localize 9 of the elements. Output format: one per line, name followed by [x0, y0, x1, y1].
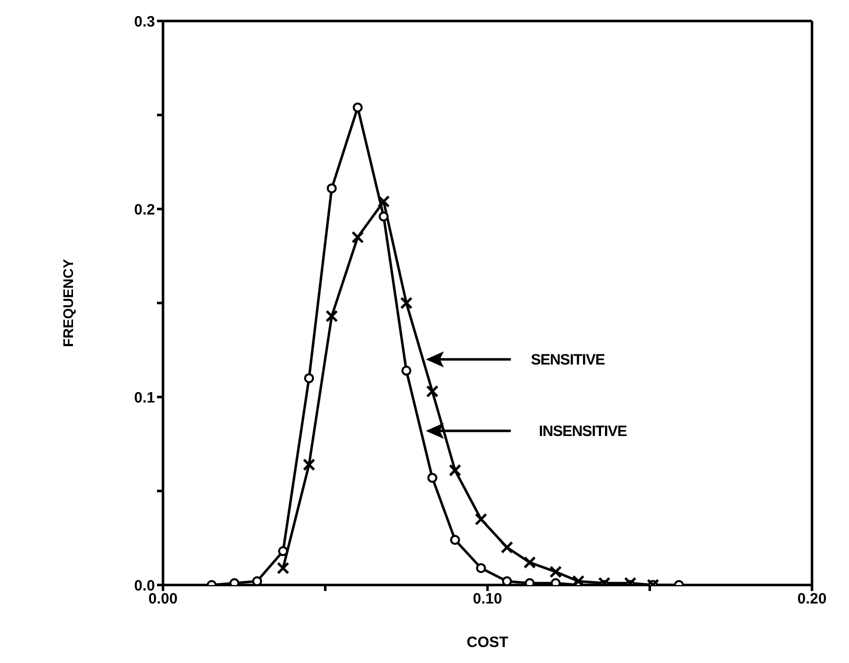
y-tick-label: 0.3	[134, 13, 155, 30]
annotation: SENSITIVE	[530, 351, 606, 368]
y-axis-title: FREQUENCY	[60, 258, 76, 347]
x-axis-title: COST	[466, 634, 508, 651]
y-tick-label: 0.2	[134, 201, 155, 218]
x-tick-label: 0.20	[797, 590, 827, 608]
x-tick-label: 0.10	[472, 590, 502, 608]
y-tick-label: 0.1	[134, 389, 155, 406]
annotation: INSENSITIVE	[538, 422, 628, 440]
